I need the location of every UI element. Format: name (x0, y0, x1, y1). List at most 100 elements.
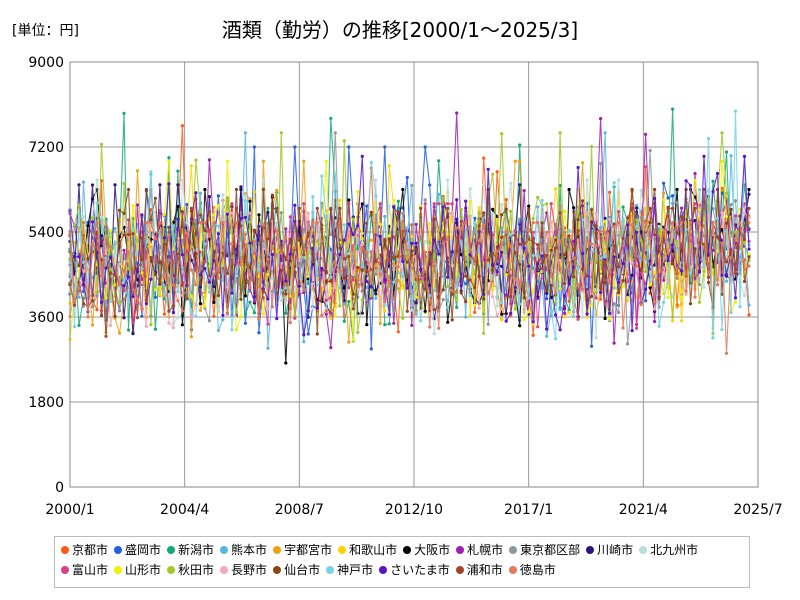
series-point (297, 206, 301, 210)
series-point (144, 221, 148, 225)
series-point (545, 291, 549, 295)
series-point (333, 172, 337, 176)
series-point (675, 187, 679, 192)
series-point (518, 159, 522, 163)
series-point (437, 202, 441, 206)
series-point (680, 319, 684, 323)
series-point (747, 206, 751, 210)
legend-marker (326, 566, 335, 574)
series-point (95, 221, 99, 225)
series-point (432, 202, 436, 206)
series-point (644, 132, 648, 136)
series-point (374, 292, 378, 296)
series-point (234, 221, 238, 225)
series-point (617, 221, 621, 225)
series-point (729, 203, 733, 207)
series-point (671, 261, 675, 265)
series-point (563, 253, 567, 257)
series-point (198, 291, 202, 296)
series-point (243, 194, 247, 198)
series-point (180, 124, 184, 128)
series-point (554, 246, 558, 250)
series-point (392, 205, 396, 209)
series-point (329, 316, 333, 321)
series-point (149, 277, 153, 281)
series-point (581, 315, 585, 319)
series-point (495, 304, 499, 308)
legend-marker (639, 546, 648, 554)
series-point (248, 241, 252, 245)
series-point (486, 292, 490, 296)
series-point (464, 221, 468, 225)
series-point (522, 296, 526, 300)
series-point (153, 260, 157, 264)
series-point (468, 314, 472, 318)
series-point (410, 308, 414, 312)
series-point (275, 229, 279, 233)
series-point (383, 214, 387, 219)
series-point (599, 161, 603, 166)
series-point (387, 164, 391, 168)
series-point (113, 240, 117, 244)
series-point (567, 271, 571, 275)
series-point (198, 282, 202, 286)
legend-item: 秋田市 (167, 560, 214, 580)
series-point (383, 302, 387, 306)
series-point (113, 183, 117, 187)
series-point (639, 215, 643, 220)
series-point (302, 253, 306, 257)
series-point (135, 316, 140, 320)
legend-marker (509, 546, 518, 554)
series-point (468, 293, 472, 298)
series-point (531, 270, 535, 274)
series-point (180, 309, 184, 313)
series-point (225, 271, 229, 275)
series-point (441, 288, 445, 292)
legend-item: 盛岡市 (114, 540, 161, 560)
series-point (639, 188, 643, 192)
series-point (162, 242, 166, 246)
series-point (531, 247, 535, 251)
series-point (599, 261, 603, 265)
legend-marker (338, 546, 347, 554)
series-point (688, 302, 693, 306)
series-point (356, 265, 360, 270)
series-point (446, 305, 450, 309)
series-point (653, 300, 657, 304)
series-point (324, 214, 328, 218)
series-point (414, 312, 418, 316)
series-point (630, 223, 634, 227)
series-point (315, 206, 319, 210)
series-point (612, 181, 616, 185)
series-point (536, 254, 540, 258)
series-point (288, 294, 292, 298)
series-point (630, 261, 634, 265)
series-point (630, 273, 634, 277)
series-point (180, 253, 184, 257)
legend-item: 東京都区部 (509, 540, 580, 560)
series-point (203, 187, 207, 192)
series-point (153, 196, 157, 200)
series-point (675, 276, 679, 280)
series-point (495, 313, 499, 317)
series-point (401, 259, 405, 263)
legend-label: 札幌市 (467, 543, 504, 557)
series-point (378, 202, 382, 206)
series-point (554, 187, 558, 191)
series-point (207, 195, 211, 199)
series-point (180, 265, 184, 269)
series-point (720, 211, 724, 215)
series-point (581, 199, 585, 203)
series-point (680, 221, 684, 225)
series-point (194, 314, 198, 318)
series-point (500, 132, 504, 136)
series-point (360, 237, 364, 241)
series-point (383, 237, 387, 241)
series-point (176, 169, 180, 173)
series-point (504, 273, 508, 277)
series-point (342, 238, 346, 242)
series-point (176, 299, 180, 303)
series-point (612, 341, 616, 345)
series-point (585, 178, 589, 182)
series-point (351, 243, 355, 248)
